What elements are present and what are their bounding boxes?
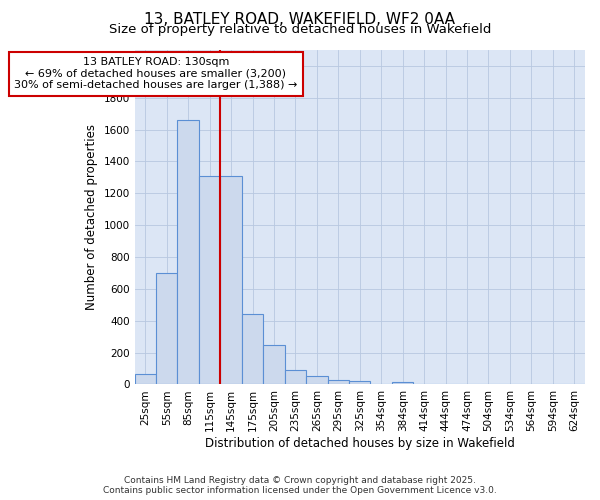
Y-axis label: Number of detached properties: Number of detached properties bbox=[85, 124, 98, 310]
Bar bbox=[199, 176, 220, 384]
Bar bbox=[306, 376, 328, 384]
Bar bbox=[220, 176, 242, 384]
Text: Size of property relative to detached houses in Wakefield: Size of property relative to detached ho… bbox=[109, 22, 491, 36]
X-axis label: Distribution of detached houses by size in Wakefield: Distribution of detached houses by size … bbox=[205, 437, 515, 450]
Bar bbox=[263, 344, 284, 385]
Bar bbox=[284, 370, 306, 384]
Bar bbox=[349, 382, 370, 384]
Text: 13 BATLEY ROAD: 130sqm
← 69% of detached houses are smaller (3,200)
30% of semi-: 13 BATLEY ROAD: 130sqm ← 69% of detached… bbox=[14, 58, 298, 90]
Bar bbox=[134, 374, 156, 384]
Bar bbox=[392, 382, 413, 384]
Bar bbox=[328, 380, 349, 384]
Bar bbox=[156, 273, 178, 384]
Text: Contains HM Land Registry data © Crown copyright and database right 2025.
Contai: Contains HM Land Registry data © Crown c… bbox=[103, 476, 497, 495]
Bar bbox=[242, 314, 263, 384]
Bar bbox=[178, 120, 199, 384]
Text: 13, BATLEY ROAD, WAKEFIELD, WF2 0AA: 13, BATLEY ROAD, WAKEFIELD, WF2 0AA bbox=[145, 12, 455, 28]
